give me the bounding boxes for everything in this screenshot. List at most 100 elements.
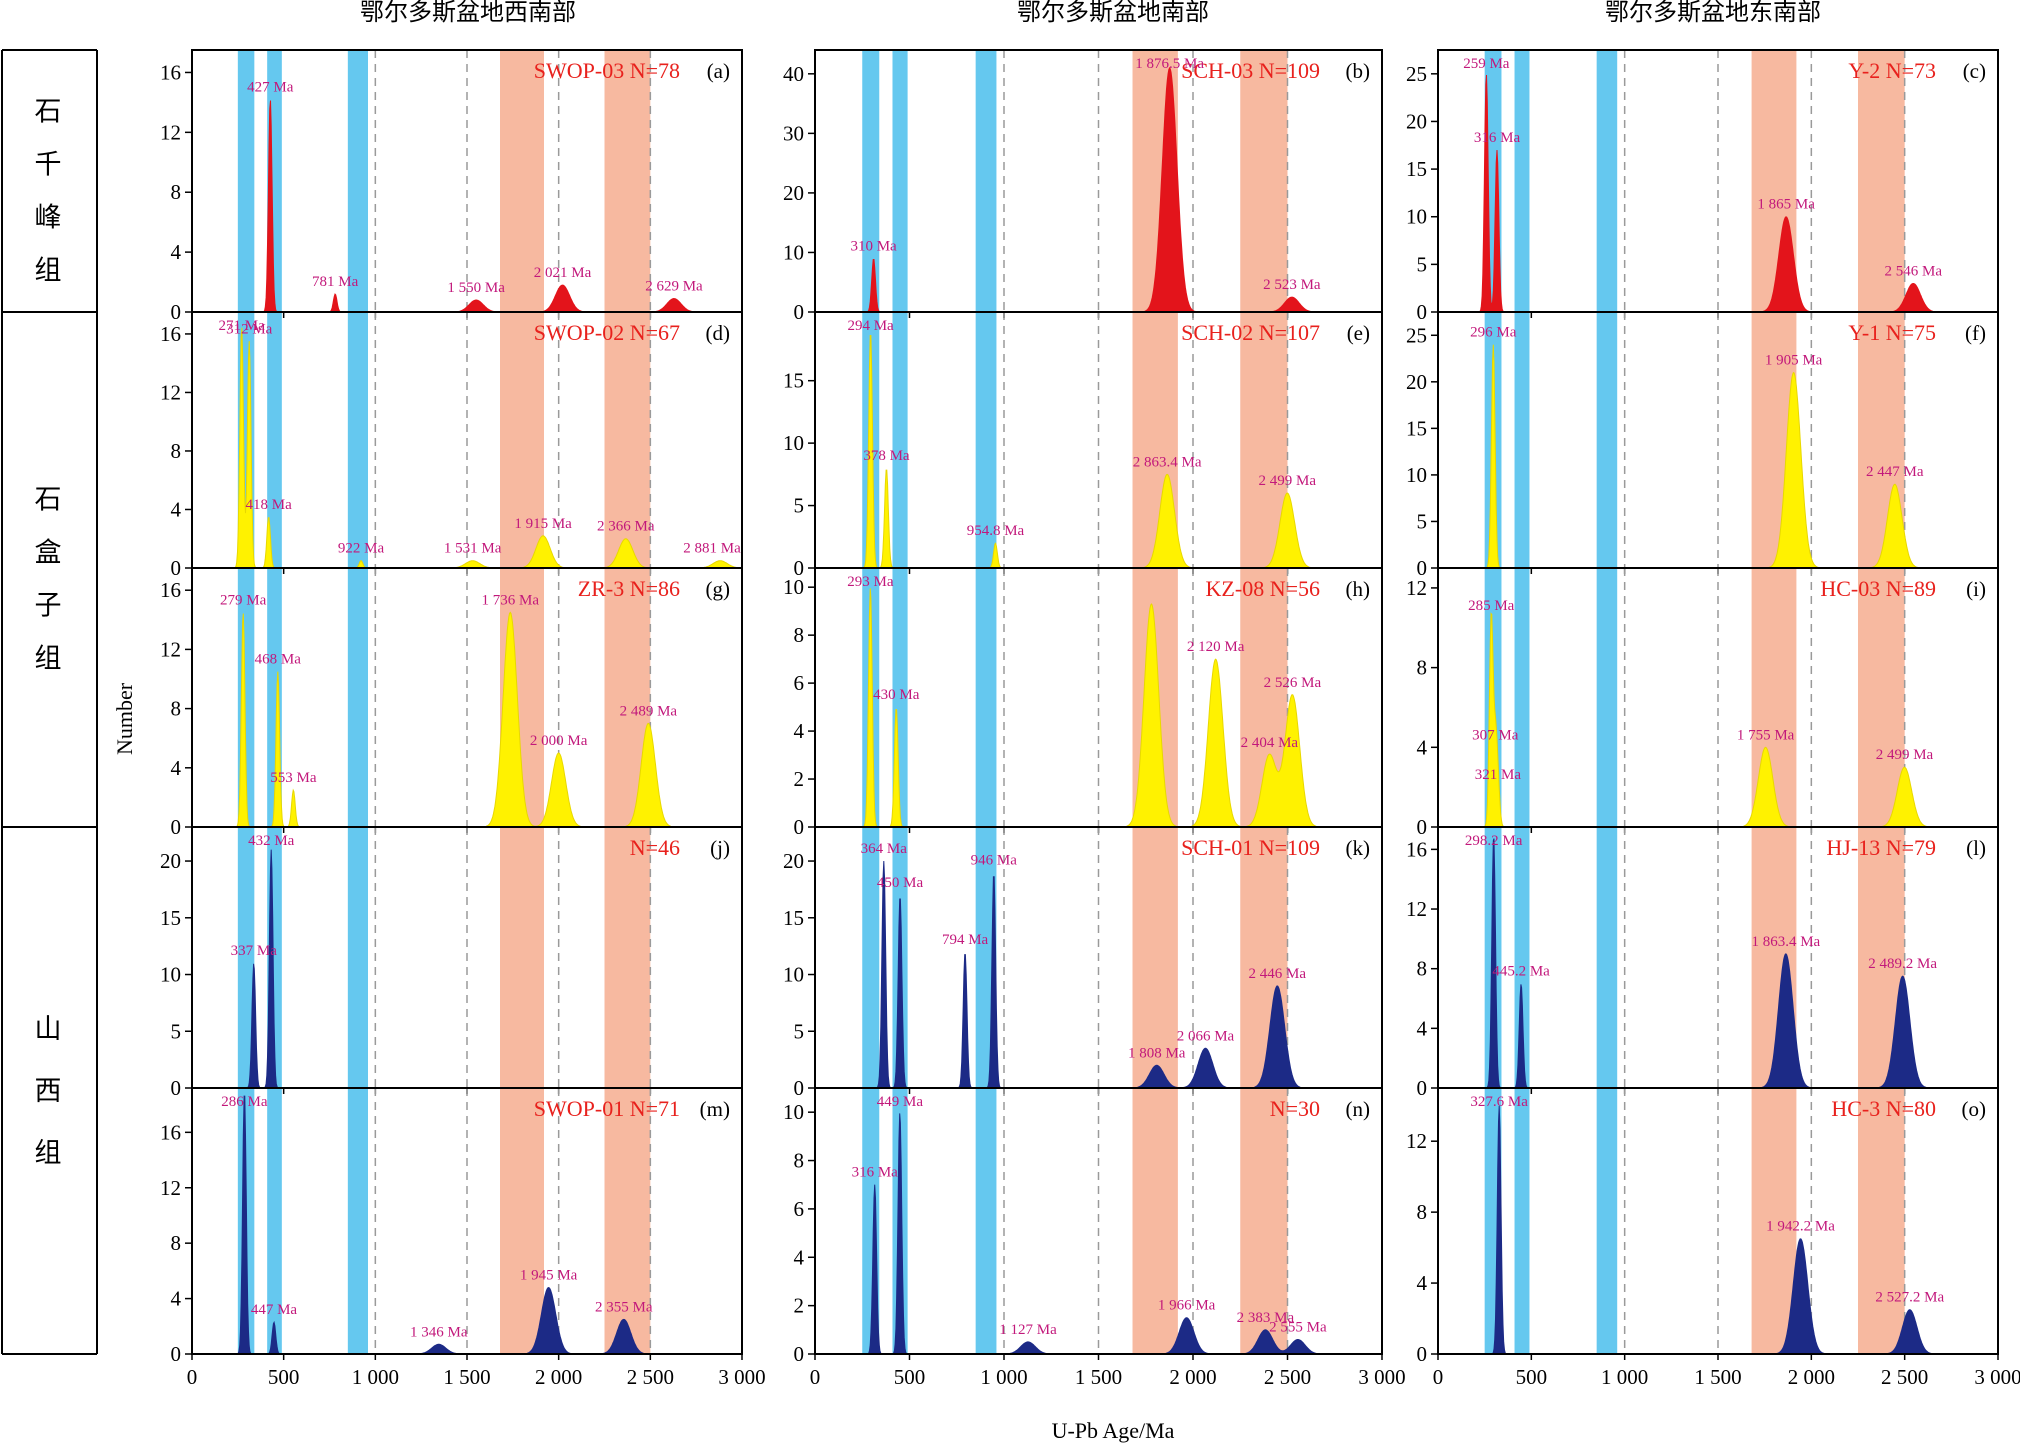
x-tick-label: 0	[810, 1365, 821, 1389]
peak-age-label: 1 905 Ma	[1765, 353, 1823, 369]
age-band-blue	[1596, 1088, 1618, 1354]
peak-age-label: 286 Ma	[221, 1094, 268, 1110]
y-tick-label: 0	[1417, 300, 1428, 324]
age-band-blue	[1596, 568, 1618, 827]
x-tick-label: 2 000	[535, 1365, 582, 1389]
age-distribution-area	[1438, 612, 1998, 827]
peak-age-label: 2 863.4 Ma	[1133, 454, 1202, 470]
column-title-southwest: 鄂尔多斯盆地西南部	[360, 0, 576, 26]
age-band-blue	[267, 312, 282, 568]
age-band-blue	[267, 1088, 282, 1354]
x-tick-label: 2 500	[627, 1365, 674, 1389]
y-tick-label: 16	[160, 578, 181, 602]
panel-k: 0 5 10 15 20 (k) SCH-01 N=109 364 Ma 450 Ma 794 M…	[783, 826, 1383, 1100]
peak-age-label: 2 447 Ma	[1866, 464, 1924, 480]
y-tick-label: 4	[171, 497, 182, 521]
y-tick-label: 12	[1406, 576, 1427, 600]
y-tick-label: 6	[794, 1197, 805, 1221]
y-tick-label: 0	[171, 556, 182, 580]
x-tick-label: 1 500	[1075, 1365, 1122, 1389]
age-band-blue	[975, 312, 997, 568]
x-tick-label: 2 000	[1788, 1365, 1835, 1389]
y-tick-label: 8	[1417, 656, 1428, 680]
age-band-blue	[347, 312, 368, 568]
peak-age-label: 432 Ma	[248, 833, 295, 849]
age-band-salmon	[604, 312, 651, 568]
y-tick-label: 8	[794, 623, 805, 647]
y-tick-label: 0	[794, 1076, 805, 1100]
y-tick-label: 8	[1417, 957, 1428, 981]
y-tick-label: 4	[171, 1287, 182, 1311]
peak-age-label: 449 Ma	[877, 1094, 924, 1110]
panel-j: 0 5 10 15 20 (j) N=46 337 Ma 432 Ma	[160, 826, 743, 1100]
y-tick-label: 0	[171, 1076, 182, 1100]
x-tick-label: 1 000	[980, 1365, 1027, 1389]
panel-l: 0 4 8 12 16 (l) HJ-13 N=79 298.2 Ma 445.2 Ma 1 86…	[1406, 826, 1999, 1100]
age-band-blue	[237, 827, 255, 1088]
y-tick-label: 4	[171, 240, 182, 264]
age-band-salmon	[1240, 1088, 1288, 1354]
formation-label-char: 盒	[35, 538, 62, 568]
x-tick-label: 1 500	[1694, 1365, 1741, 1389]
y-tick-label: 16	[160, 60, 181, 84]
x-tick-label: 2 500	[1264, 1365, 1311, 1389]
panel-i: 0 4 8 12 (i) HC-03 N=89 285 Ma 307 Ma 321 Ma 1 75…	[1406, 567, 1999, 839]
age-band-blue	[347, 1088, 368, 1354]
age-band-blue	[1596, 312, 1618, 568]
peak-age-label: 450 Ma	[877, 875, 924, 891]
y-tick-label: 12	[160, 120, 181, 144]
peak-age-label: 321 Ma	[1475, 767, 1522, 783]
peak-age-label: 954.8 Ma	[967, 523, 1025, 539]
sample-label: N=30	[1270, 1096, 1320, 1121]
y-tick-label: 8	[171, 1231, 182, 1255]
peak-age-label: 2 120 Ma	[1187, 639, 1245, 655]
x-tick-label: 500	[1516, 1365, 1548, 1389]
panel-letter: (n)	[1346, 1097, 1371, 1121]
peak-age-label: 312 Ma	[226, 321, 273, 337]
y-tick-label: 16	[160, 322, 181, 346]
y-tick-label: 12	[160, 637, 181, 661]
peak-age-label: 1 863.4 Ma	[1751, 934, 1820, 950]
peak-age-label: 447 Ma	[251, 1302, 298, 1318]
y-tick-label: 2	[794, 767, 805, 791]
age-band-salmon	[500, 312, 544, 568]
age-band-salmon	[500, 1088, 544, 1354]
x-tick-label: 3 000	[718, 1365, 765, 1389]
y-tick-label: 0	[794, 815, 805, 839]
age-band-blue	[237, 50, 255, 312]
peak-age-label: 1 915 Ma	[514, 516, 572, 532]
y-tick-label: 20	[160, 849, 181, 873]
y-tick-label: 15	[783, 369, 804, 393]
peak-age-label: 922 Ma	[338, 541, 385, 557]
sample-label: SCH-03 N=109	[1181, 58, 1320, 83]
y-tick-label: 16	[1406, 837, 1427, 861]
y-tick-label: 10	[1406, 205, 1427, 229]
panel-letter: (c)	[1963, 59, 1986, 83]
panel-c: 0 5 10 15 20 25 (c) Y-2 N=73 259 Ma 316 Ma 1 865 M…	[1406, 49, 1999, 324]
age-band-blue	[1596, 827, 1618, 1088]
y-tick-label: 20	[783, 181, 804, 205]
y-tick-label: 2	[794, 1294, 805, 1318]
sample-label: Y-1 N=75	[1848, 320, 1936, 345]
y-tick-label: 16	[160, 1120, 181, 1144]
panel-letter: (l)	[1966, 836, 1986, 860]
x-tick-label: 500	[268, 1365, 300, 1389]
panel-letter: (m)	[700, 1097, 730, 1121]
sample-label: ZR-3 N=86	[578, 576, 680, 601]
column-title-southeast: 鄂尔多斯盆地东南部	[1605, 0, 1821, 26]
age-band-blue	[347, 827, 368, 1088]
age-band-salmon	[604, 827, 651, 1088]
panel-letter: (b)	[1346, 59, 1371, 83]
formation-label-char: 组	[35, 1138, 62, 1168]
peak-age-label: 2 523 Ma	[1263, 277, 1321, 293]
peak-age-label: 2 546 Ma	[1885, 263, 1943, 279]
age-band-salmon	[604, 1088, 651, 1354]
peak-age-label: 337 Ma	[231, 943, 278, 959]
y-tick-label: 0	[794, 556, 805, 580]
x-tick-label: 500	[894, 1365, 926, 1389]
y-tick-label: 10	[783, 431, 804, 455]
peak-age-label: 1 966 Ma	[1158, 1298, 1216, 1314]
age-distribution-area	[815, 1113, 1382, 1354]
x-tick-label: 0	[187, 1365, 198, 1389]
y-tick-label: 40	[783, 62, 804, 86]
